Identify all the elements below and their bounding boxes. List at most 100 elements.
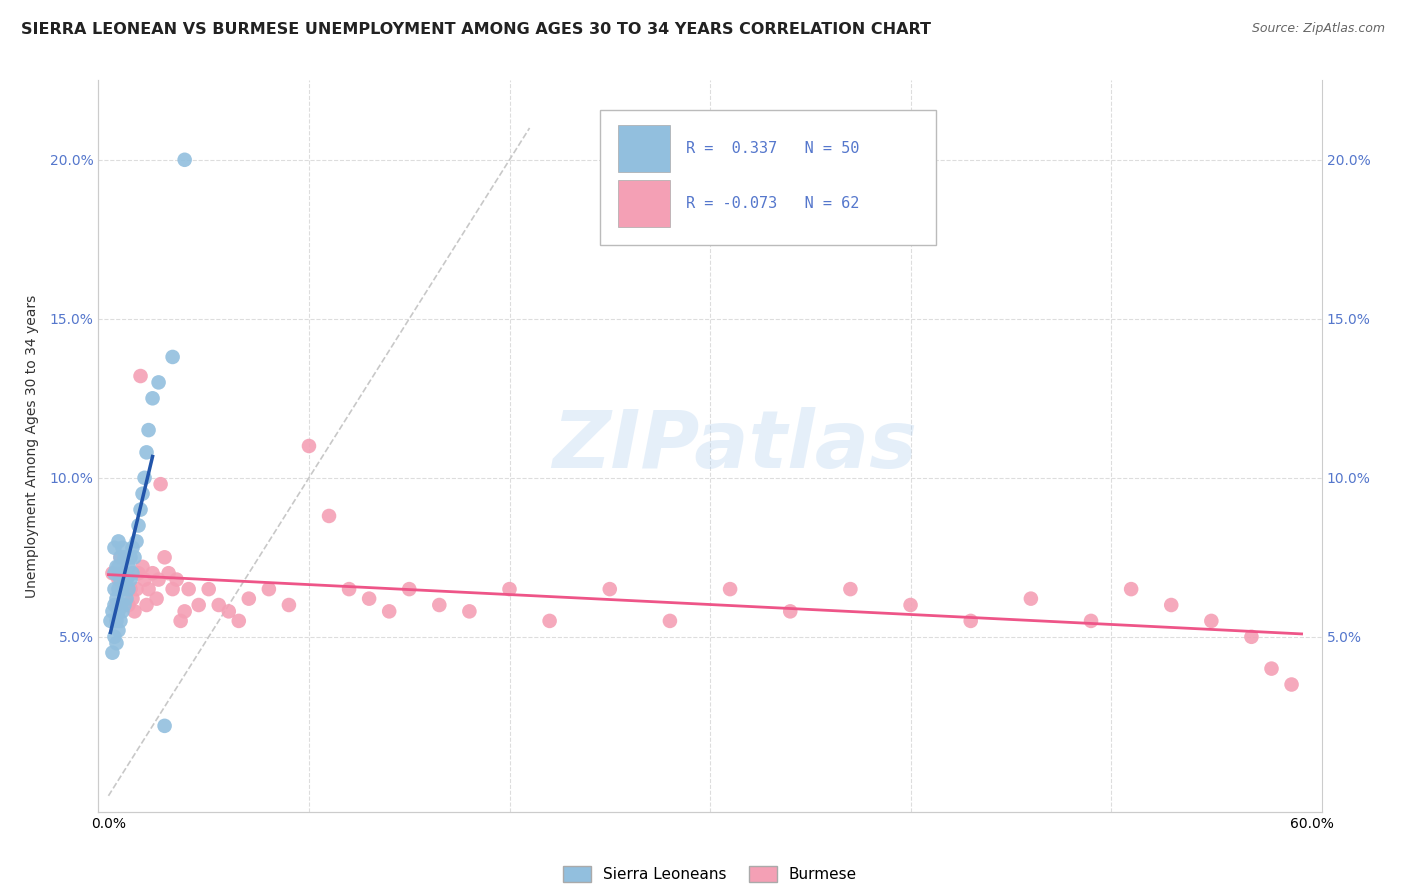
Point	[111, 582, 134, 596]
Point	[177, 582, 200, 596]
Point	[125, 534, 148, 549]
Point	[110, 550, 132, 565]
Point	[103, 630, 125, 644]
Point	[398, 582, 420, 596]
Point	[138, 423, 160, 437]
Point	[131, 486, 153, 500]
Point	[208, 598, 231, 612]
Point	[900, 598, 922, 612]
Point	[257, 582, 280, 596]
FancyBboxPatch shape	[619, 126, 669, 172]
Point	[107, 534, 129, 549]
Point	[1281, 677, 1303, 691]
Point	[105, 559, 128, 574]
Point	[148, 573, 170, 587]
Point	[173, 153, 195, 167]
Point	[101, 604, 124, 618]
Point	[839, 582, 862, 596]
Point	[114, 550, 136, 565]
Point	[103, 582, 125, 596]
Point	[115, 573, 138, 587]
Point	[103, 598, 125, 612]
Point	[111, 566, 134, 581]
Point	[458, 604, 481, 618]
Point	[114, 598, 136, 612]
Point	[105, 614, 128, 628]
Point	[238, 591, 260, 606]
Point	[103, 541, 125, 555]
Point	[103, 566, 125, 581]
Point	[142, 392, 165, 406]
Point	[121, 566, 143, 581]
Point	[228, 614, 250, 628]
Point	[162, 350, 184, 364]
Point	[318, 508, 340, 523]
Point	[105, 598, 128, 612]
Point	[101, 566, 124, 581]
Point	[110, 598, 132, 612]
Point	[169, 614, 191, 628]
Point	[117, 559, 139, 574]
Point	[153, 550, 176, 565]
Point	[1080, 614, 1102, 628]
Point	[115, 550, 138, 565]
Point	[427, 598, 450, 612]
Text: Source: ZipAtlas.com: Source: ZipAtlas.com	[1251, 22, 1385, 36]
Point	[120, 573, 142, 587]
Point	[145, 591, 167, 606]
Point	[149, 477, 172, 491]
Point	[1240, 630, 1263, 644]
Point	[110, 614, 132, 628]
Point	[100, 614, 122, 628]
Point	[359, 591, 381, 606]
Point	[120, 550, 142, 565]
Point	[134, 573, 156, 587]
Point	[114, 582, 136, 596]
Point	[277, 598, 299, 612]
Point	[153, 719, 176, 733]
Point	[105, 636, 128, 650]
Point	[378, 604, 401, 618]
Point	[718, 582, 741, 596]
Point	[115, 573, 138, 587]
Point	[1201, 614, 1223, 628]
Point	[197, 582, 219, 596]
Point	[105, 591, 128, 606]
Point	[1019, 591, 1042, 606]
Point	[129, 502, 152, 516]
Point	[166, 573, 188, 587]
Point	[1160, 598, 1182, 612]
Y-axis label: Unemployment Among Ages 30 to 34 years: Unemployment Among Ages 30 to 34 years	[24, 294, 38, 598]
Point	[135, 445, 157, 459]
Point	[115, 591, 138, 606]
Point	[1121, 582, 1143, 596]
Point	[111, 541, 134, 555]
Point	[120, 582, 142, 596]
Point	[498, 582, 520, 596]
Point	[173, 604, 195, 618]
Point	[599, 582, 621, 596]
Point	[959, 614, 981, 628]
Point	[779, 604, 801, 618]
Point	[162, 582, 184, 596]
Point	[538, 614, 561, 628]
Point	[135, 598, 157, 612]
Point	[107, 559, 129, 574]
Point	[138, 582, 160, 596]
Point	[337, 582, 360, 596]
Point	[117, 582, 139, 596]
Point	[125, 582, 148, 596]
Point	[111, 604, 134, 618]
Point	[107, 624, 129, 638]
Point	[218, 604, 240, 618]
Point	[1260, 662, 1282, 676]
Point	[111, 566, 134, 581]
FancyBboxPatch shape	[600, 110, 936, 245]
Point	[129, 369, 152, 384]
Point	[142, 566, 165, 581]
Text: R =  0.337   N = 50: R = 0.337 N = 50	[686, 141, 859, 156]
Point	[114, 573, 136, 587]
Text: R = -0.073   N = 62: R = -0.073 N = 62	[686, 196, 859, 211]
Point	[128, 518, 150, 533]
Point	[187, 598, 209, 612]
